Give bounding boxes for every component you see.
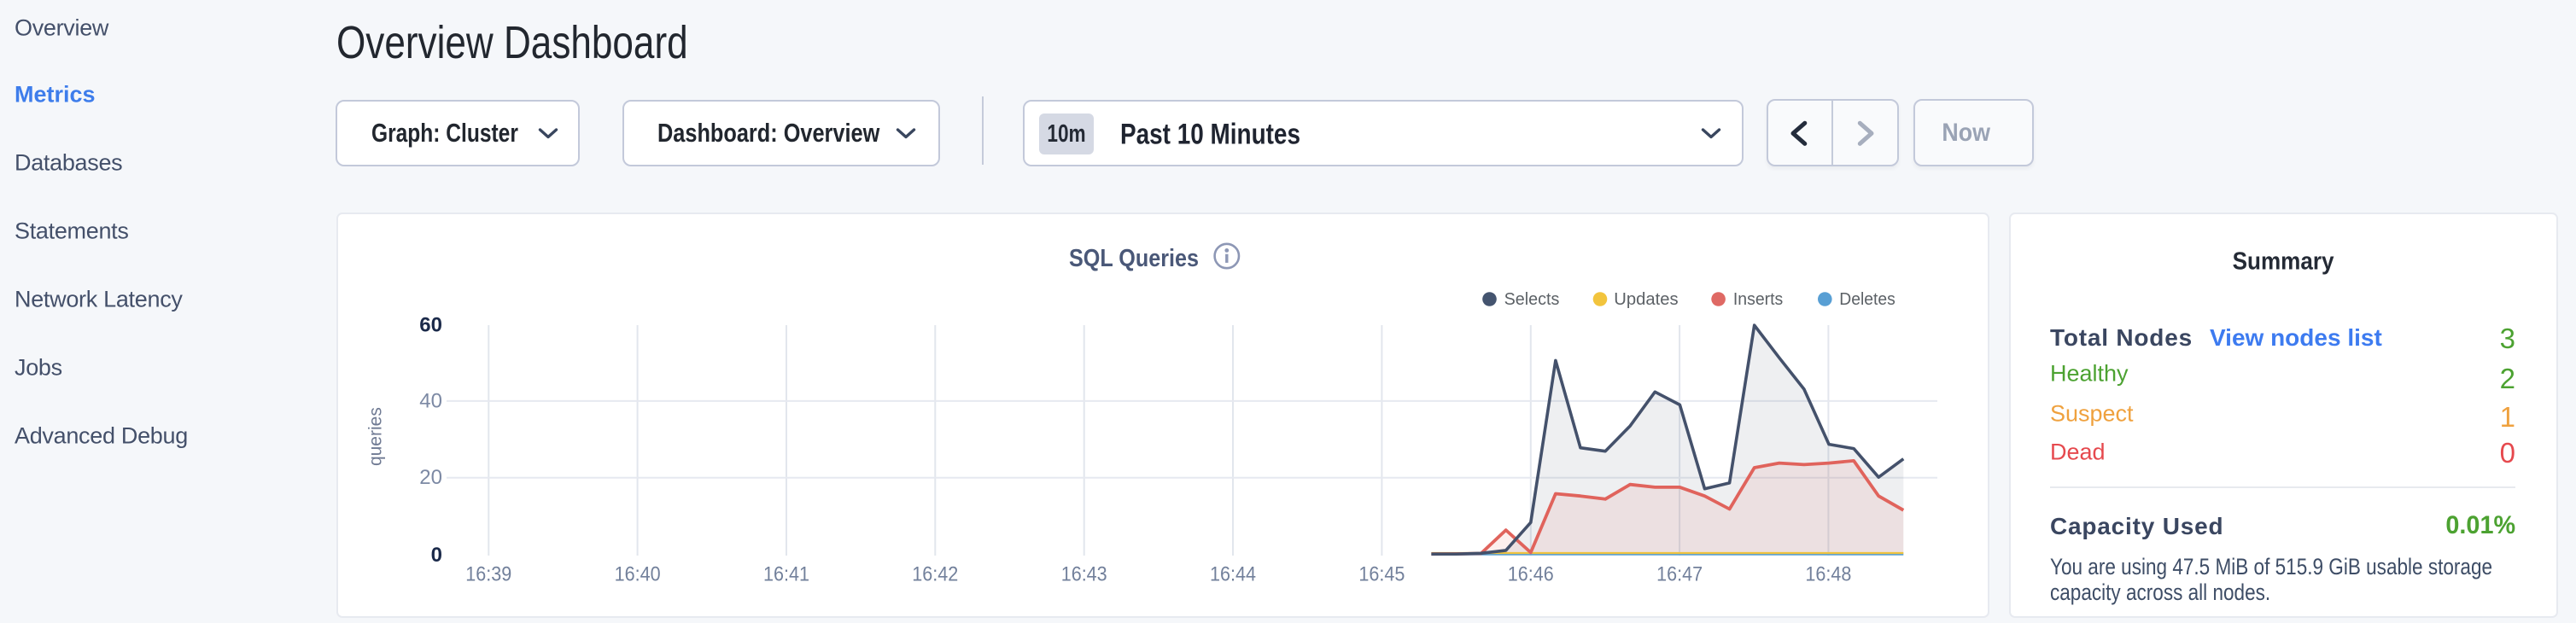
svg-text:16:42: 16:42 [912, 562, 958, 585]
svg-text:16:46: 16:46 [1508, 562, 1554, 585]
svg-text:16:48: 16:48 [1805, 562, 1851, 585]
svg-text:Selects: Selects [1504, 290, 1560, 309]
svg-text:16:44: 16:44 [1210, 562, 1256, 585]
svg-text:16:43: 16:43 [1061, 562, 1107, 585]
svg-text:0: 0 [431, 544, 442, 567]
svg-text:16:40: 16:40 [615, 562, 661, 585]
svg-text:40: 40 [419, 389, 442, 412]
svg-text:Deletes: Deletes [1839, 290, 1895, 309]
svg-text:60: 60 [419, 313, 442, 336]
svg-text:SQL Queries: SQL Queries [1069, 245, 1199, 272]
svg-text:queries: queries [366, 407, 386, 466]
svg-text:16:41: 16:41 [763, 562, 809, 585]
svg-text:16:39: 16:39 [465, 562, 511, 585]
svg-text:16:47: 16:47 [1656, 562, 1703, 585]
svg-text:Inserts: Inserts [1733, 290, 1783, 309]
svg-text:Updates: Updates [1614, 290, 1678, 309]
svg-text:20: 20 [419, 466, 442, 489]
svg-text:16:45: 16:45 [1358, 562, 1405, 585]
